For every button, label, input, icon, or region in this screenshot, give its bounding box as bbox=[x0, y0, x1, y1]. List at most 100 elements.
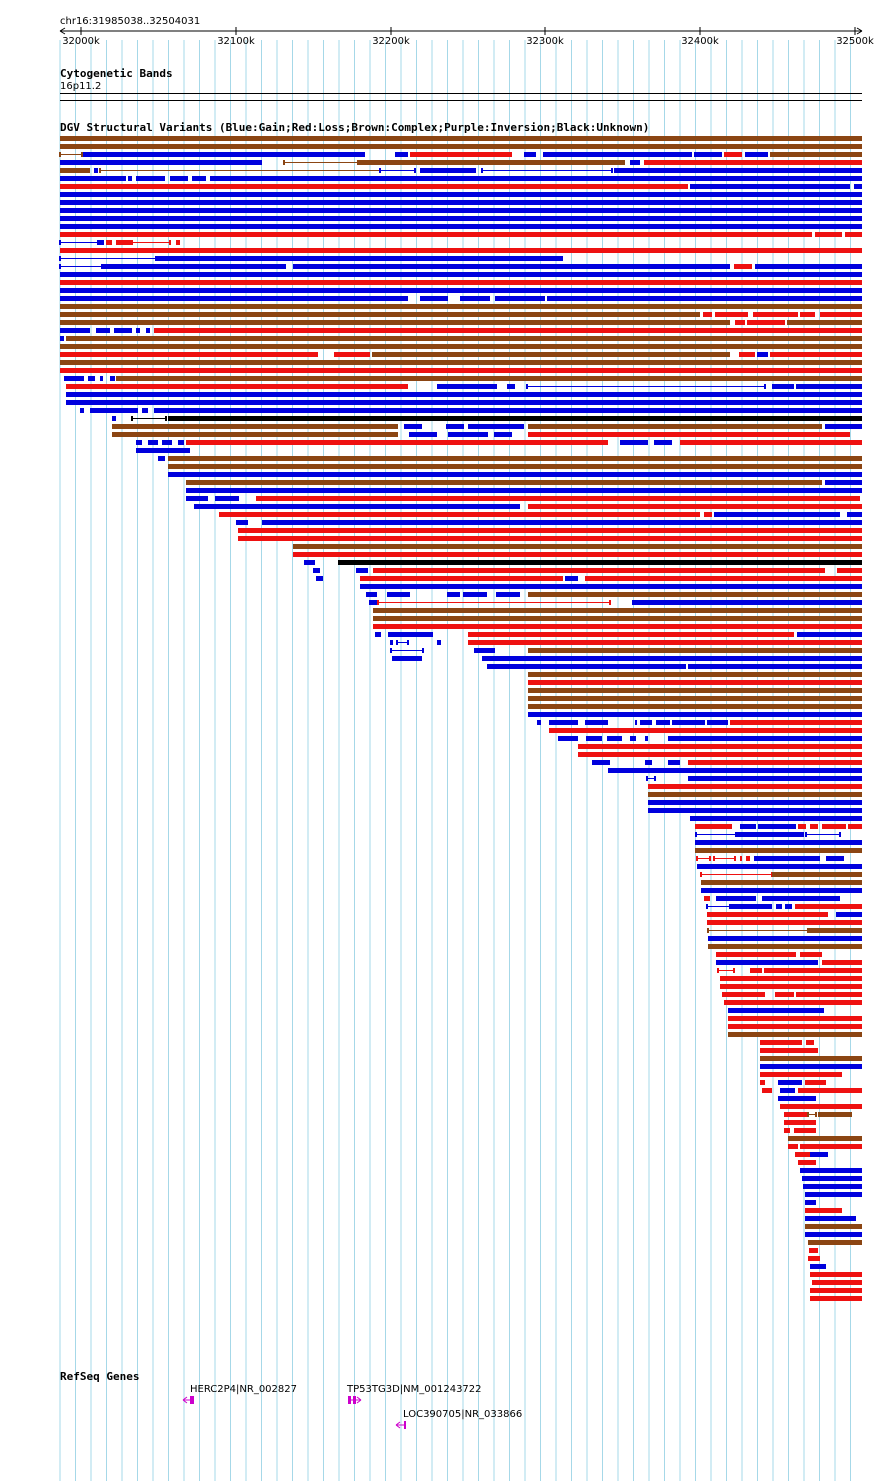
variant-bar[interactable] bbox=[116, 240, 132, 245]
variant-bar[interactable] bbox=[632, 600, 862, 605]
variant-bar[interactable] bbox=[784, 1112, 808, 1117]
variant-bar[interactable] bbox=[60, 144, 862, 149]
variant-bar[interactable] bbox=[585, 720, 608, 725]
variant-bar[interactable] bbox=[60, 160, 262, 165]
variant-row[interactable] bbox=[168, 464, 862, 469]
variant-bar[interactable] bbox=[724, 1000, 862, 1005]
variant-bar[interactable] bbox=[847, 512, 862, 517]
variant-row[interactable] bbox=[60, 296, 862, 301]
variant-bar[interactable] bbox=[701, 888, 862, 893]
variant-bar[interactable] bbox=[360, 576, 563, 581]
variant-bar[interactable] bbox=[116, 376, 862, 381]
variant-row[interactable] bbox=[648, 792, 862, 797]
variant-end-mark[interactable] bbox=[131, 416, 133, 421]
variant-bar[interactable] bbox=[805, 1232, 862, 1237]
variant-row[interactable] bbox=[708, 944, 862, 949]
variant-row[interactable] bbox=[648, 808, 862, 813]
variant-bar[interactable] bbox=[420, 168, 476, 173]
variant-bar[interactable] bbox=[802, 1176, 862, 1181]
variant-bar[interactable] bbox=[447, 592, 460, 597]
variant-bar[interactable] bbox=[495, 296, 545, 301]
variant-bar[interactable] bbox=[800, 1168, 862, 1173]
variant-bar[interactable] bbox=[818, 1112, 852, 1117]
variant-row[interactable] bbox=[60, 288, 862, 293]
variant-bar[interactable] bbox=[60, 184, 688, 189]
variant-bar[interactable] bbox=[800, 952, 822, 957]
variant-bar[interactable] bbox=[787, 320, 862, 325]
variant-bar[interactable] bbox=[688, 664, 862, 669]
variant-bar[interactable] bbox=[66, 336, 862, 341]
variant-bar[interactable] bbox=[760, 1072, 842, 1077]
variant-bar[interactable] bbox=[680, 440, 862, 445]
variant-bar[interactable] bbox=[735, 320, 745, 325]
variant-bar[interactable] bbox=[90, 408, 138, 413]
variant-end-mark[interactable] bbox=[706, 904, 708, 909]
variant-bar[interactable] bbox=[474, 648, 495, 653]
variant-bar[interactable] bbox=[565, 576, 578, 581]
variant-row[interactable] bbox=[59, 152, 862, 157]
variant-row[interactable] bbox=[784, 1120, 816, 1125]
variant-row[interactable] bbox=[392, 656, 862, 661]
variant-bar[interactable] bbox=[154, 328, 862, 333]
variant-row[interactable] bbox=[537, 720, 862, 725]
variant-bar[interactable] bbox=[694, 152, 722, 157]
variant-bar[interactable] bbox=[754, 856, 820, 861]
variant-row[interactable] bbox=[313, 568, 862, 573]
variant-bar[interactable] bbox=[482, 656, 862, 661]
variant-bar[interactable] bbox=[60, 320, 730, 325]
variant-bar[interactable] bbox=[805, 1224, 862, 1229]
variant-end-mark[interactable] bbox=[734, 856, 736, 861]
variant-bar[interactable] bbox=[762, 896, 840, 901]
variant-end-mark[interactable] bbox=[707, 928, 709, 933]
variant-bar[interactable] bbox=[784, 1128, 790, 1133]
variant-row[interactable] bbox=[720, 976, 862, 981]
variant-row[interactable] bbox=[805, 1224, 862, 1229]
variant-bar[interactable] bbox=[136, 328, 140, 333]
variant-bar[interactable] bbox=[168, 416, 862, 421]
variant-bar[interactable] bbox=[176, 240, 180, 245]
variant-bar[interactable] bbox=[219, 512, 700, 517]
variant-bar[interactable] bbox=[446, 424, 464, 429]
variant-bar[interactable] bbox=[739, 352, 755, 357]
variant-end-mark[interactable] bbox=[696, 856, 698, 861]
variant-bar[interactable] bbox=[528, 504, 862, 509]
variant-bar[interactable] bbox=[136, 176, 165, 181]
variant-bar[interactable] bbox=[648, 792, 862, 797]
variant-bar[interactable] bbox=[420, 296, 448, 301]
variant-bar[interactable] bbox=[825, 480, 862, 485]
variant-bar[interactable] bbox=[805, 1080, 826, 1085]
variant-row[interactable] bbox=[695, 824, 862, 829]
variant-row[interactable] bbox=[706, 904, 862, 909]
variant-bar[interactable] bbox=[373, 624, 862, 629]
variant-row[interactable] bbox=[316, 576, 862, 581]
variant-bar[interactable] bbox=[528, 672, 862, 677]
variant-bar[interactable] bbox=[784, 1120, 816, 1125]
variant-row[interactable] bbox=[112, 432, 850, 437]
variant-row[interactable] bbox=[112, 416, 862, 421]
variant-bar[interactable] bbox=[156, 256, 563, 261]
variant-bar[interactable] bbox=[66, 392, 862, 397]
variant-row[interactable] bbox=[373, 624, 862, 629]
variant-bar[interactable] bbox=[60, 368, 862, 373]
variant-bar[interactable] bbox=[60, 312, 700, 317]
variant-row[interactable] bbox=[549, 728, 862, 733]
variant-row[interactable] bbox=[716, 960, 862, 965]
variant-row[interactable] bbox=[487, 664, 862, 669]
variant-bar[interactable] bbox=[146, 328, 150, 333]
variant-row[interactable] bbox=[528, 712, 862, 717]
variant-row[interactable] bbox=[708, 936, 862, 941]
variant-end-mark[interactable] bbox=[805, 832, 807, 837]
variant-row[interactable] bbox=[194, 504, 862, 509]
variant-end-mark[interactable] bbox=[165, 416, 167, 421]
variant-row[interactable] bbox=[186, 496, 860, 501]
gene-tp53tg3d[interactable]: TP53TG3D|NM_001243722 bbox=[346, 1384, 482, 1404]
variant-row[interactable] bbox=[60, 224, 862, 229]
variant-bar[interactable] bbox=[644, 160, 800, 165]
variant-row[interactable] bbox=[788, 1144, 862, 1149]
variant-bar[interactable] bbox=[798, 1160, 816, 1165]
variant-bar[interactable] bbox=[757, 352, 768, 357]
variant-end-mark[interactable] bbox=[526, 384, 528, 389]
variant-end-mark[interactable] bbox=[481, 168, 483, 173]
variant-end-mark[interactable] bbox=[377, 600, 379, 605]
variant-row[interactable] bbox=[293, 552, 862, 557]
